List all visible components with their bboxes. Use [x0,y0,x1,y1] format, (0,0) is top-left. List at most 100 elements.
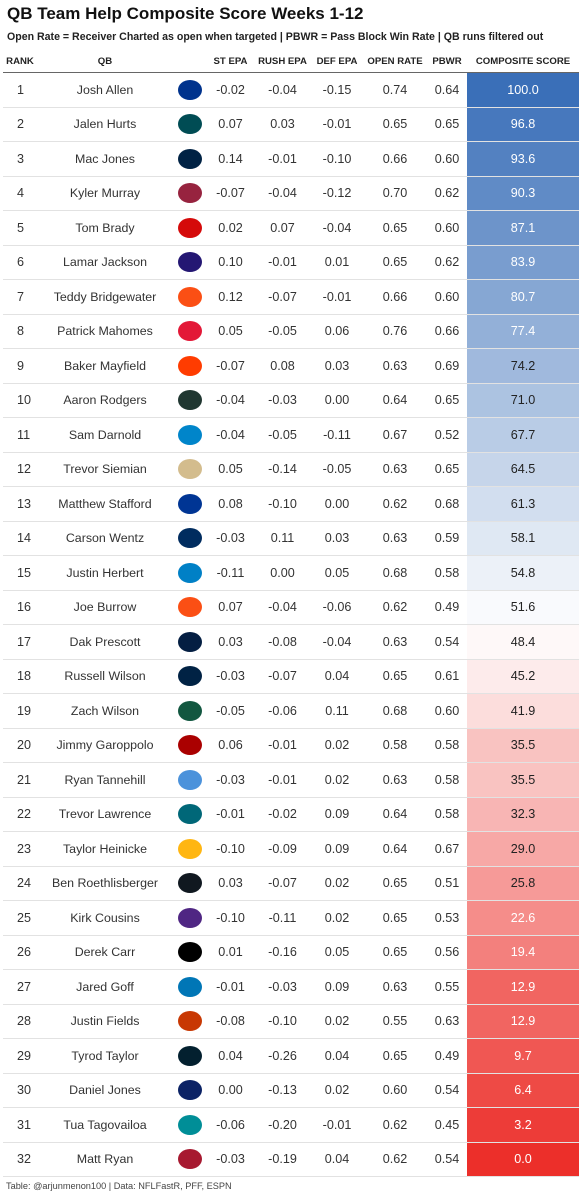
cell-def-epa: 0.05 [311,555,363,591]
cell-logo [173,1004,207,1039]
table-row: 19 Zach Wilson -0.05 -0.06 0.11 0.68 0.60 41.9 [3,693,579,729]
cell-st-epa: 0.01 [207,935,254,970]
cell-rush-epa: -0.08 [254,624,311,660]
eagles-logo-icon [178,114,202,135]
jaguars-logo-icon [178,804,202,825]
washington-logo-icon [178,838,202,859]
cell-st-epa: 0.04 [207,1038,254,1074]
cell-rank: 15 [3,555,37,591]
cell-logo [173,831,207,867]
cell-composite-score: 12.9 [467,969,579,1005]
cell-pbwr: 0.54 [427,1142,467,1177]
cell-rush-epa: -0.07 [254,279,311,315]
panthers-logo-icon [178,424,202,445]
cell-pbwr: 0.58 [427,555,467,591]
cell-rush-epa: -0.05 [254,314,311,349]
cell-logo [173,659,207,694]
cell-rank: 3 [3,141,37,177]
header-pbwr: PBWR [427,50,467,73]
cell-def-epa: 0.04 [311,1038,363,1074]
cell-rush-epa: -0.20 [254,1107,311,1143]
table-row: 28 Justin Fields -0.08 -0.10 0.02 0.55 0.63 12.… [3,1004,579,1039]
table-row: 18 Russell Wilson -0.03 -0.07 0.04 0.65 0.61 45… [3,659,579,694]
cell-qb: Taylor Heinicke [37,831,173,867]
cell-rank: 14 [3,521,37,556]
cell-open-rate: 0.66 [363,141,427,177]
cell-composite-score: 71.0 [467,383,579,418]
table-row: 7 Teddy Bridgewater 0.12 -0.07 -0.01 0.66 0.60… [3,279,579,315]
cell-logo [173,141,207,177]
cell-st-epa: -0.06 [207,1107,254,1143]
cell-logo [173,486,207,522]
table-row: 32 Matt Ryan -0.03 -0.19 0.04 0.62 0.54 0.0 [3,1142,579,1177]
cell-pbwr: 0.56 [427,935,467,970]
cell-composite-score: 25.8 [467,866,579,901]
cell-def-epa: -0.06 [311,590,363,625]
cell-composite-score: 87.1 [467,210,579,246]
cell-rush-epa: -0.10 [254,1004,311,1039]
cell-qb: Zach Wilson [37,693,173,729]
cell-open-rate: 0.68 [363,693,427,729]
cell-open-rate: 0.63 [363,762,427,798]
cell-def-epa: 0.11 [311,693,363,729]
cell-st-epa: 0.02 [207,210,254,246]
table-row: 12 Trevor Siemian 0.05 -0.14 -0.05 0.63 0.65 64… [3,452,579,487]
cell-qb: Patrick Mahomes [37,314,173,349]
cell-logo [173,624,207,660]
cell-rank: 20 [3,728,37,763]
49ers-logo-icon [178,735,202,756]
table-row: 10 Aaron Rodgers -0.04 -0.03 0.00 0.64 0.65 71.… [3,383,579,418]
cell-rush-epa: -0.01 [254,141,311,177]
cell-composite-score: 77.4 [467,314,579,349]
table-row: 15 Justin Herbert -0.11 0.00 0.05 0.68 0.58 54.… [3,555,579,591]
cell-rush-epa: -0.03 [254,383,311,418]
cell-st-epa: 0.07 [207,590,254,625]
table-row: 3 Mac Jones 0.14 -0.01 -0.10 0.66 0.60 93.6 [3,141,579,177]
cell-composite-score: 83.9 [467,245,579,280]
cell-rank: 25 [3,900,37,936]
cell-rank: 12 [3,452,37,487]
cell-composite-score: 96.8 [467,107,579,142]
cell-rank: 27 [3,969,37,1005]
cell-open-rate: 0.65 [363,900,427,936]
cell-open-rate: 0.65 [363,245,427,280]
cell-open-rate: 0.65 [363,210,427,246]
cell-rush-epa: 0.00 [254,555,311,591]
raiders-logo-icon [178,942,202,963]
cell-rush-epa: -0.01 [254,762,311,798]
cell-rank: 28 [3,1004,37,1039]
header-composite-score: COMPOSITE SCORE [467,50,579,73]
cell-composite-score: 67.7 [467,417,579,453]
cell-rank: 22 [3,797,37,832]
table-row: 5 Tom Brady 0.02 0.07 -0.04 0.65 0.60 87.1 [3,210,579,246]
cell-st-epa: -0.10 [207,831,254,867]
cell-logo [173,728,207,763]
cell-composite-score: 64.5 [467,452,579,487]
cell-def-epa: 0.00 [311,383,363,418]
cell-open-rate: 0.65 [363,935,427,970]
cell-logo [173,866,207,901]
cell-pbwr: 0.58 [427,728,467,763]
rams-logo-icon [178,493,202,514]
cell-def-epa: -0.11 [311,417,363,453]
table-row: 21 Ryan Tannehill -0.03 -0.01 0.02 0.63 0.58 35… [3,762,579,798]
table-row: 25 Kirk Cousins -0.10 -0.11 0.02 0.65 0.53 22.6 [3,900,579,936]
cell-open-rate: 0.60 [363,1073,427,1108]
cell-st-epa: -0.02 [207,72,254,108]
table-row: 26 Derek Carr 0.01 -0.16 0.05 0.65 0.56 19.4 [3,935,579,970]
cell-rank: 7 [3,279,37,315]
seahawks-logo-icon [178,666,202,687]
table-row: 17 Dak Prescott 0.03 -0.08 -0.04 0.63 0.54 48.4 [3,624,579,660]
cell-pbwr: 0.45 [427,1107,467,1143]
cell-logo [173,1038,207,1074]
cell-composite-score: 41.9 [467,693,579,729]
cell-rush-epa: -0.26 [254,1038,311,1074]
cell-logo [173,521,207,556]
cell-qb: Trevor Siemian [37,452,173,487]
cell-qb: Tom Brady [37,210,173,246]
cell-composite-score: 35.5 [467,728,579,763]
cell-qb: Daniel Jones [37,1073,173,1108]
cell-def-epa: 0.04 [311,659,363,694]
table-title: QB Team Help Composite Score Weeks 1-12 [7,4,364,23]
cell-composite-score: 12.9 [467,1004,579,1039]
